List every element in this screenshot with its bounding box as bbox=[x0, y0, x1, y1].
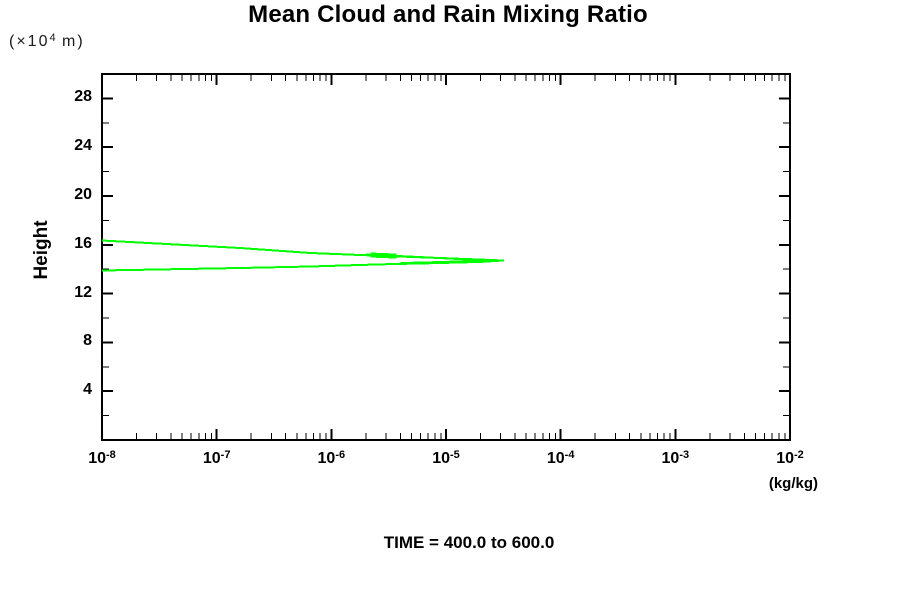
x-tick-label: 10-3 bbox=[661, 449, 690, 467]
y-tick-label: 28 bbox=[74, 88, 92, 106]
y-axis-title: Height bbox=[31, 220, 52, 280]
y-tick-label: 20 bbox=[74, 186, 92, 203]
y-tick-label: 4 bbox=[83, 381, 92, 399]
x-tick-label: 10-6 bbox=[317, 449, 346, 467]
y-tick-label: 12 bbox=[74, 283, 92, 301]
x-tick-label: 10-5 bbox=[432, 449, 460, 467]
y-tick-label: 24 bbox=[74, 137, 92, 155]
y-tick-label: 16 bbox=[74, 234, 92, 252]
plot-frame bbox=[101, 73, 791, 441]
mean-rain-mixing-ratio-profile bbox=[365, 253, 487, 265]
time-range-label: TIME = 400.0 to 600.0 bbox=[383, 533, 555, 552]
x-tick-label: 10-8 bbox=[88, 449, 116, 467]
x-tick-label: 10-7 bbox=[202, 449, 231, 467]
x-tick-label: 10-2 bbox=[776, 449, 804, 467]
mean-cloud-mixing-ratio-profile bbox=[101, 239, 505, 272]
chart-title: Mean Cloud and Rain Mixing Ratio bbox=[248, 1, 648, 28]
curve-overlap-segment bbox=[370, 252, 397, 259]
x-tick-label: 10-4 bbox=[546, 449, 575, 467]
y-tick-label: 8 bbox=[83, 332, 92, 350]
y-axis-unit-label: (×104 m) bbox=[9, 32, 85, 50]
x-axis-unit-label: (kg/kg) bbox=[768, 475, 818, 492]
